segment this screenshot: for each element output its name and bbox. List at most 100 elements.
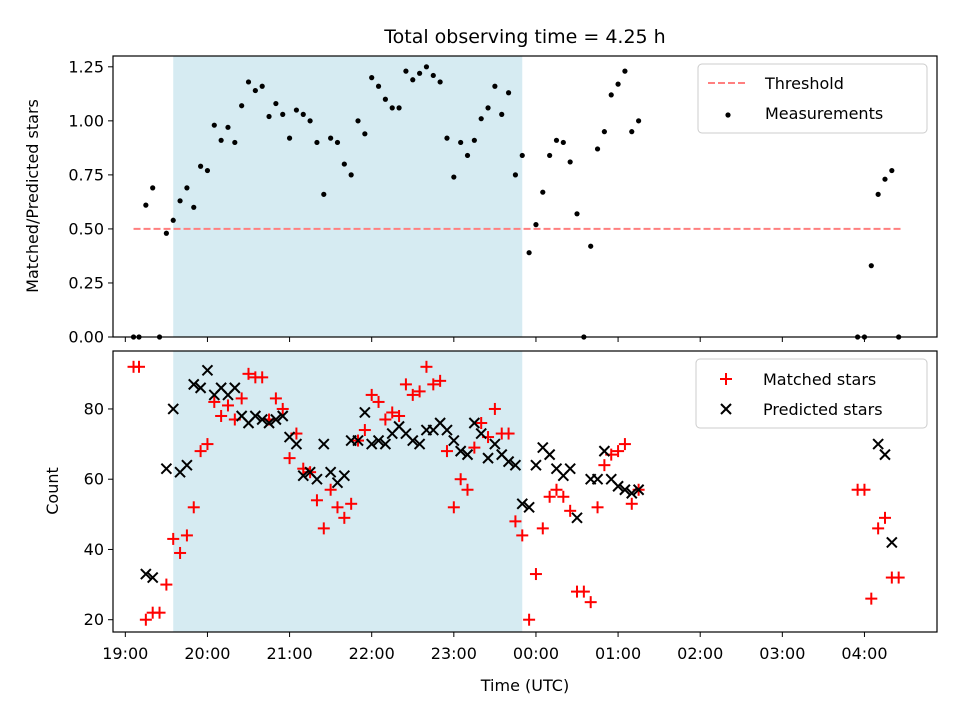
measurement-point: [382, 96, 388, 102]
matched-star-point: [413, 385, 426, 398]
legend-measurements-swatch: [725, 112, 731, 118]
axes-frame-count: [112, 350, 938, 633]
measurement-point: [553, 137, 560, 143]
predicted-star-point: [359, 406, 371, 419]
y-axis-title-ratio: Matched/Predicted stars: [23, 99, 42, 293]
matched-star-point: [468, 441, 481, 454]
predicted-star-point: [201, 364, 214, 377]
measurement-point: [622, 68, 628, 74]
y-tick-label: 0.00: [68, 328, 104, 347]
matched-star-point: [427, 378, 440, 391]
measurement-point: [567, 159, 573, 165]
matched-star-point: [543, 490, 556, 503]
predicted-star-point: [530, 459, 542, 471]
matched-star-point: [865, 592, 878, 605]
predicted-star-point: [338, 469, 351, 482]
x-tick-label: 23:00: [431, 644, 477, 663]
y-tick-label: 80: [84, 399, 104, 418]
matched-star-point: [310, 494, 323, 507]
predicted-star-point: [290, 438, 303, 450]
predicted-star-point: [277, 410, 289, 422]
measurement-point: [889, 167, 895, 174]
matched-star-point: [502, 427, 515, 440]
measurement-point: [601, 129, 607, 135]
measurement-point: [594, 146, 601, 152]
matched-star-point: [577, 585, 590, 598]
legend-threshold-label: Threshold: [764, 74, 844, 93]
chart-title: Total observing time = 4.25 h: [383, 26, 665, 48]
matched-star-point: [283, 452, 296, 465]
predicted-star-point: [612, 480, 624, 492]
predicted-star-point: [160, 462, 173, 475]
measurement-point: [526, 250, 532, 256]
measurement-point: [266, 113, 272, 120]
measurement-point: [485, 105, 491, 111]
panel-count: 20 40 60 80 19:00 20:00 21:00 22:00 23:00 00:00 0…: [43, 350, 938, 695]
measurement-point: [218, 137, 224, 143]
measurement-point: [464, 152, 471, 159]
predicted-star-point: [591, 473, 604, 485]
x-tick-label: 21:00: [267, 644, 313, 663]
predicted-star-point: [407, 434, 419, 447]
matched-star-point: [345, 497, 358, 510]
predicted-star-point: [270, 413, 282, 426]
matched-star-point: [221, 399, 234, 412]
measurement-point: [636, 118, 642, 124]
measurement-point: [273, 100, 279, 107]
matched-star-point: [208, 395, 221, 408]
x-tick-label: 01:00: [595, 644, 641, 663]
y-tick-label: 20: [84, 610, 104, 629]
measurement-point: [198, 163, 204, 169]
y-axis-title-count: Count: [43, 467, 62, 515]
measurement-point: [225, 124, 231, 130]
legend-matched-label: Matched stars: [763, 370, 876, 389]
predicted-star-point: [352, 434, 364, 447]
measurement-point: [204, 167, 211, 174]
matched-star-point: [454, 473, 467, 486]
axes-frame-ratio: [112, 55, 938, 338]
x-tick-label: 02:00: [677, 644, 723, 663]
predicted-star-point: [632, 484, 645, 496]
measurement-point: [437, 79, 443, 85]
matched-star-point: [564, 504, 577, 517]
measurement-point: [191, 204, 197, 210]
measurement-point: [868, 263, 874, 269]
matched-star-point: [461, 483, 474, 496]
measurement-point: [369, 75, 375, 81]
matched-star-point: [160, 578, 173, 591]
legend-ratio: Threshold Measurements: [697, 63, 928, 134]
matched-star-point: [187, 501, 200, 514]
x-tick-label: 04:00: [841, 644, 887, 663]
measurement-point: [547, 152, 553, 159]
predicted-star-point: [167, 403, 179, 415]
measurement-point: [471, 137, 477, 143]
y-tick-label: 40: [84, 540, 104, 559]
measurement-point: [882, 176, 888, 182]
matched-star-point: [591, 501, 604, 514]
measurement-point: [259, 83, 265, 89]
predicted-star-point: [297, 469, 309, 482]
measurement-point: [163, 230, 169, 236]
measurement-point: [423, 64, 430, 70]
matched-star-point: [488, 402, 501, 415]
measurement-point: [300, 111, 306, 117]
matched-star-point: [584, 596, 597, 609]
matched-star-point: [379, 413, 392, 426]
x-tick-label: 20:00: [184, 644, 230, 663]
predicted-star-point: [543, 448, 556, 461]
measurement-point: [286, 135, 293, 141]
measurement-point: [355, 118, 361, 124]
matched-star-point: [447, 501, 460, 514]
measurement-point: [560, 139, 566, 146]
matched-star-point: [529, 568, 542, 581]
measurement-point: [170, 217, 176, 223]
measurement-point: [430, 72, 436, 79]
matched-star-point: [269, 392, 282, 405]
predicted-star-point: [181, 459, 193, 471]
measurement-point: [451, 174, 457, 180]
matched-star-point: [393, 409, 406, 422]
predicted-star-point: [886, 536, 898, 549]
predicted-star-point: [523, 501, 535, 514]
predicted-star-point: [379, 438, 392, 450]
y-axis-ticks-count: 20 40 60 80: [84, 399, 113, 629]
